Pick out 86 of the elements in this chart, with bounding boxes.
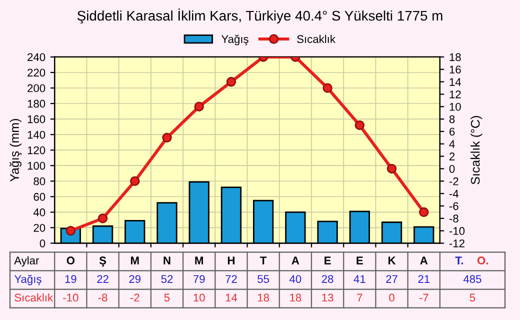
- y2-tick-label: -2: [449, 177, 458, 186]
- y-tick-label: 40: [33, 208, 46, 216]
- data-label: 72: [226, 275, 237, 283]
- y-tick-label: 240: [28, 53, 46, 62]
- point: [130, 176, 140, 186]
- data-label: 28: [322, 275, 334, 283]
- x-tick-label: M: [130, 256, 139, 264]
- data-label: 52: [161, 275, 173, 283]
- text: 485: [463, 275, 482, 283]
- y2-tick-label: 16: [450, 66, 461, 74]
- x-tick-label: Ş: [99, 256, 106, 267]
- point: [322, 83, 332, 93]
- x-tick-label: O: [66, 256, 75, 264]
- x-tick-label: A: [420, 256, 428, 264]
- data-label: 14: [226, 294, 238, 302]
- y2-axis-title: Sıcaklık (°C): [470, 116, 482, 184]
- data-label: 79: [193, 275, 205, 283]
- y2-tick-label: -10: [449, 227, 465, 235]
- x-tick-label: K: [388, 256, 396, 264]
- x-tick-label: A: [292, 256, 300, 264]
- data-label: 0: [389, 294, 394, 302]
- text: Yağış: [14, 274, 42, 286]
- y2-tick-label: 4: [449, 140, 455, 148]
- y-tick-label: 160: [28, 115, 46, 124]
- y2-tick-label: 10: [450, 102, 461, 111]
- y-tick-label: 220: [28, 68, 46, 77]
- text: 5: [470, 294, 476, 302]
- data-label: 22: [97, 275, 108, 283]
- x-tick-label: T: [260, 256, 267, 264]
- y-tick-label: 120: [28, 146, 46, 154]
- legend-label: Sıcaklık: [297, 34, 336, 44]
- data-label: 40: [290, 275, 302, 283]
- y2-tick-label: 12: [450, 90, 461, 98]
- point: [194, 102, 204, 112]
- x-tick-label: E: [356, 256, 363, 264]
- y-tick-label: 20: [34, 224, 46, 232]
- y-tick-label: 100: [28, 162, 46, 170]
- data-label: -10: [63, 294, 78, 302]
- data-label: 27: [386, 275, 398, 283]
- data-label: 55: [258, 275, 270, 283]
- y-tick-label: 180: [28, 100, 46, 108]
- y-axis-title: Yağış (mm): [10, 119, 22, 182]
- data-label: 7: [357, 294, 362, 302]
- data-label: 5: [164, 294, 170, 302]
- chart-title: Şiddetli Karasal İklim Kars, Türkiye 40.4° S Yükselti 1775 m: [77, 8, 442, 24]
- x-tick-label: M: [195, 256, 203, 264]
- text: T.: [455, 256, 464, 264]
- data-label: 21: [418, 275, 430, 283]
- y-tick-label: 60: [34, 192, 46, 201]
- y2-tick-label: 0: [449, 164, 455, 173]
- data-label: -7: [419, 294, 428, 302]
- point: [386, 164, 397, 174]
- data-label: 18: [290, 294, 302, 302]
- data-label: 29: [129, 275, 141, 283]
- y2-tick-label: -4: [449, 190, 458, 198]
- data-label: 10: [194, 294, 205, 302]
- y2-tick-label: 14: [450, 78, 461, 86]
- y2-tick-label: -12: [449, 239, 464, 248]
- y2-tick-label: -8: [449, 214, 458, 223]
- x-tick-label: N: [164, 256, 170, 264]
- y2-tick-label: -6: [449, 202, 458, 210]
- y2-tick-label: 8: [449, 115, 455, 124]
- data-label: 19: [65, 275, 76, 283]
- x-axis-title: Aylar: [14, 256, 40, 267]
- x-tick-label: H: [228, 256, 234, 264]
- legend-label: Yağış: [221, 34, 248, 46]
- data-label: -8: [98, 294, 108, 302]
- point: [354, 120, 365, 130]
- point: [98, 214, 108, 224]
- point: [162, 132, 172, 143]
- y2-tick-label: 18: [450, 53, 461, 62]
- y-tick-label: 140: [28, 130, 46, 139]
- x-tick-label: E: [324, 256, 331, 264]
- data-label: -2: [130, 294, 140, 302]
- point: [419, 207, 429, 218]
- y-tick-label: 80: [34, 177, 46, 186]
- point: [226, 76, 236, 87]
- y2-tick-label: 2: [450, 152, 455, 160]
- text: Sıcaklık: [14, 293, 54, 302]
- text: O.: [477, 256, 488, 264]
- data-label: 41: [354, 275, 366, 283]
- data-label: 13: [322, 294, 334, 302]
- y-tick-label: 200: [28, 84, 46, 92]
- data-label: 18: [258, 294, 270, 302]
- y-tick-label: 0: [40, 239, 46, 248]
- y2-tick-label: 6: [450, 128, 455, 136]
